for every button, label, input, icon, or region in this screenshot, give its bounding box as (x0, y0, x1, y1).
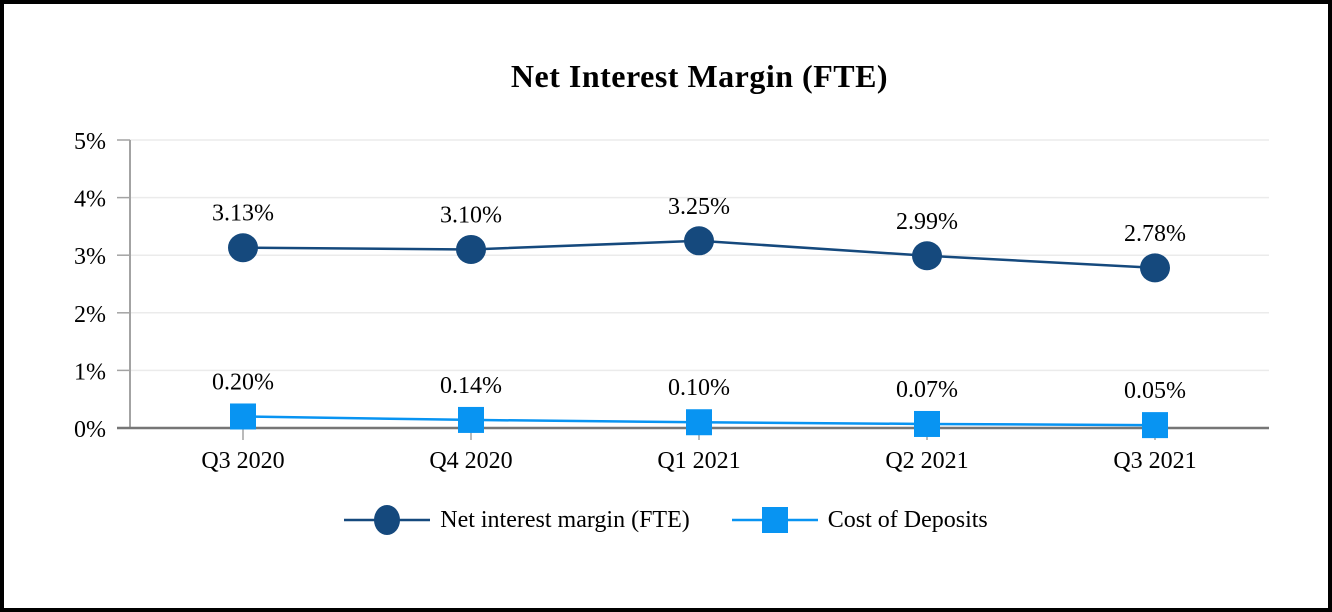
svg-text:0.07%: 0.07% (896, 377, 958, 403)
svg-text:Q3 2020: Q3 2020 (201, 448, 284, 474)
legend-marker-square-icon (731, 507, 818, 533)
svg-text:Q4 2020: Q4 2020 (429, 448, 512, 474)
legend-label: Cost of Deposits (827, 506, 988, 533)
svg-text:0.05%: 0.05% (1124, 378, 1186, 404)
svg-text:0%: 0% (74, 417, 106, 443)
svg-text:2.78%: 2.78% (1124, 221, 1186, 247)
svg-text:3.13%: 3.13% (212, 201, 274, 227)
svg-text:1%: 1% (74, 359, 106, 385)
chart-title: Net Interest Margin (FTE) (510, 58, 889, 94)
legend-marker-circle-icon (344, 505, 431, 535)
svg-text:2.99%: 2.99% (896, 209, 958, 235)
legend-item-cost-of-deposits: Cost of Deposits (731, 502, 988, 538)
svg-text:5%: 5% (74, 129, 106, 155)
svg-text:0.10%: 0.10% (668, 375, 730, 401)
svg-text:Q1 2021: Q1 2021 (657, 448, 740, 474)
svg-text:3.25%: 3.25% (668, 194, 730, 220)
svg-text:4%: 4% (74, 187, 106, 213)
svg-text:0.14%: 0.14% (440, 373, 502, 399)
plot-area: 0% 1% 2% 3% 4% 5% Q3 2020 Q4 2020 Q1 2021 Q2 2021… (74, 129, 1269, 474)
svg-text:Q3 2021: Q3 2021 (1113, 448, 1196, 474)
svg-text:Q2 2021: Q2 2021 (885, 448, 968, 474)
svg-text:0.20%: 0.20% (212, 369, 274, 395)
svg-text:3%: 3% (74, 244, 106, 270)
legend-item-net-interest-margin: Net interest margin (FTE) (344, 502, 690, 538)
legend: Net interest margin (FTE) Cost of Deposi… (4, 502, 1328, 538)
svg-text:2%: 2% (74, 302, 106, 328)
svg-text:3.10%: 3.10% (440, 202, 502, 228)
legend-label: Net interest margin (FTE) (440, 506, 690, 533)
